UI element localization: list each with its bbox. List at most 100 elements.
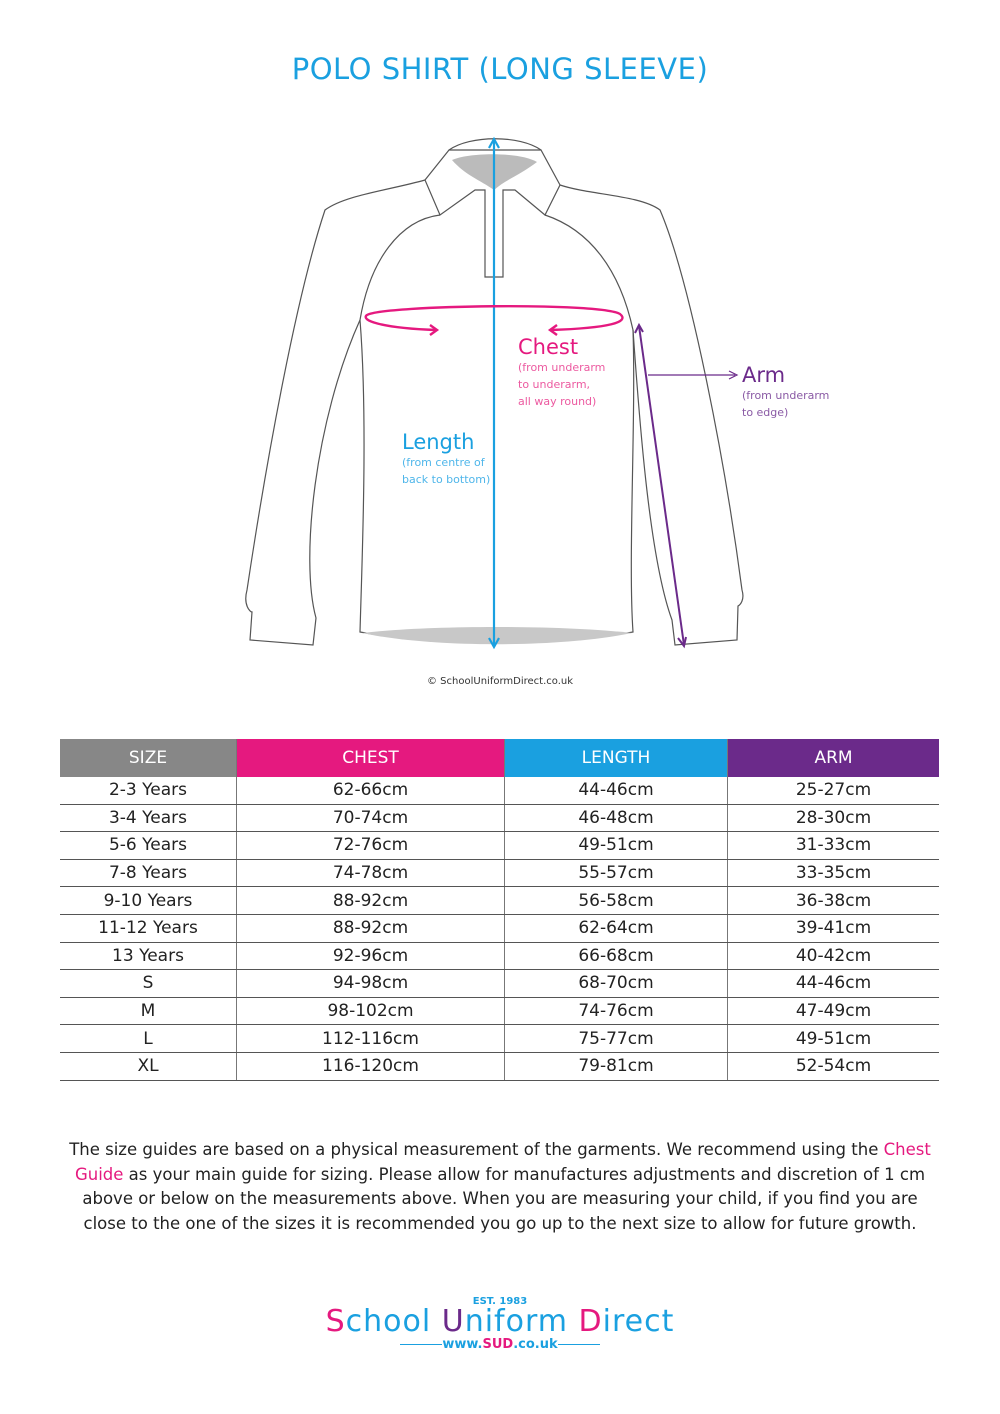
chest-guide-highlight: Chest Guide (74, 1140, 931, 1184)
length-desc: (from centre of back to bottom) (402, 454, 490, 488)
cell-chest: 94-98cm (236, 969, 505, 998)
cell-length: 74-76cm (504, 997, 728, 1026)
header-chest: CHEST (236, 739, 505, 777)
cell-size: L (60, 1024, 237, 1053)
cell-arm: 31-33cm (727, 831, 939, 860)
cell-arm: 25-27cm (727, 777, 939, 805)
cell-size: 5-6 Years (60, 831, 237, 860)
table-row: 3-4 Years 70-74cm 46-48cm 28-30cm (60, 804, 939, 833)
cell-length: 46-48cm (504, 804, 728, 833)
cell-arm: 36-38cm (727, 886, 939, 915)
cell-size: 3-4 Years (60, 804, 237, 833)
cell-length: 68-70cm (504, 969, 728, 998)
cell-size: 9-10 Years (60, 886, 237, 915)
hem-shadow (362, 627, 632, 645)
length-label: Length (from centre of back to bottom) (402, 430, 490, 488)
chest-arrow (364, 304, 624, 336)
cell-length: 79-81cm (504, 1052, 728, 1081)
logo-letter: S (325, 1304, 346, 1339)
cell-length: 55-57cm (504, 859, 728, 888)
logo-letter: D (578, 1304, 603, 1339)
logo-url-part: www. (442, 1337, 483, 1352)
cell-length: 62-64cm (504, 914, 728, 943)
cell-arm: 39-41cm (727, 914, 939, 943)
sizing-note: The size guides are based on a physical … (60, 1138, 940, 1236)
chest-label-title: Chest (518, 335, 579, 359)
size-table: SIZE CHEST LENGTH ARM 2-3 Years 62-66cm 44… (60, 739, 939, 1081)
logo-text: irect (602, 1304, 675, 1339)
cell-length: 49-51cm (504, 831, 728, 860)
cell-chest: 70-74cm (236, 804, 505, 833)
arm-label: Arm (from underarm to edge) (742, 363, 829, 421)
right-sleeve (544, 184, 744, 646)
cell-chest: 88-92cm (236, 886, 505, 915)
cell-arm: 40-42cm (727, 942, 939, 971)
chest-desc: (from underarm to underarm, all way roun… (518, 359, 605, 410)
arm-desc-line: (from underarm (742, 389, 830, 402)
cell-arm: 49-51cm (727, 1024, 939, 1053)
school-uniform-direct-logo: EST. 1983 School Uniform Direct www.SUD.… (0, 1296, 1000, 1352)
arm-label-title: Arm (742, 363, 786, 387)
table-row: 9-10 Years 88-92cm 56-58cm 36-38cm (60, 886, 939, 915)
note-text: as your main guide for sizing. Please al… (82, 1164, 926, 1233)
cell-length: 75-77cm (504, 1024, 728, 1053)
arm-desc-line: to edge) (742, 406, 789, 419)
arm-desc: (from underarm to edge) (742, 387, 829, 421)
cell-length: 66-68cm (504, 942, 728, 971)
cell-chest: 62-66cm (236, 777, 505, 805)
cell-chest: 72-76cm (236, 831, 505, 860)
cell-size: 2-3 Years (60, 777, 237, 805)
note-text: The size guides are based on a physical … (69, 1140, 884, 1159)
length-label-title: Length (402, 430, 475, 454)
cell-chest: 88-92cm (236, 914, 505, 943)
left-sleeve (245, 179, 441, 646)
table-row: L 112-116cm 75-77cm 49-51cm (60, 1024, 939, 1053)
table-row: 11-12 Years 88-92cm 62-64cm 39-41cm (60, 914, 939, 943)
cell-chest: 74-78cm (236, 859, 505, 888)
cell-arm: 33-35cm (727, 859, 939, 888)
header-size: SIZE (60, 739, 237, 777)
chest-label: Chest (from underarm to underarm, all wa… (518, 335, 605, 410)
table-row: M 98-102cm 74-76cm 47-49cm (60, 997, 939, 1026)
logo-text: chool (345, 1304, 442, 1339)
logo-text: niform (464, 1304, 579, 1339)
length-desc-line: (from centre of (402, 456, 485, 469)
cell-chest: 112-116cm (236, 1024, 505, 1053)
cell-size: 11-12 Years (60, 914, 237, 943)
table-row: 7-8 Years 74-78cm 55-57cm 33-35cm (60, 859, 939, 888)
cell-chest: 116-120cm (236, 1052, 505, 1081)
cell-chest: 92-96cm (236, 942, 505, 971)
table-row: S 94-98cm 68-70cm 44-46cm (60, 969, 939, 998)
cell-arm: 28-30cm (727, 804, 939, 833)
chest-desc-line: (from underarm (518, 361, 606, 374)
cell-length: 56-58cm (504, 886, 728, 915)
table-header-row: SIZE CHEST LENGTH ARM (60, 739, 939, 777)
table-row: 2-3 Years 62-66cm 44-46cm 25-27cm (60, 777, 939, 805)
header-arm: ARM (727, 739, 939, 777)
table-row: XL 116-120cm 79-81cm 52-54cm (60, 1052, 939, 1081)
header-length: LENGTH (504, 739, 728, 777)
logo-wordmark: School Uniform Direct (0, 1307, 1000, 1337)
cell-arm: 52-54cm (727, 1052, 939, 1081)
table-row: 13 Years 92-96cm 66-68cm 40-42cm (60, 942, 939, 971)
chest-desc-line: to underarm, (518, 378, 591, 391)
cell-chest: 98-102cm (236, 997, 505, 1026)
logo-letter: U (441, 1304, 465, 1339)
logo-url-part: .co.uk (513, 1337, 558, 1352)
cell-length: 44-46cm (504, 777, 728, 805)
cell-size: S (60, 969, 237, 998)
cell-size: M (60, 997, 237, 1026)
copyright: © SchoolUniformDirect.co.uk (427, 676, 573, 687)
page-title: POLO SHIRT (LONG SLEEVE) (291, 52, 709, 86)
arm-arrow (634, 322, 739, 649)
logo-url-part: SUD (482, 1337, 514, 1352)
cell-size: 13 Years (60, 942, 237, 971)
cell-size: 7-8 Years (60, 859, 237, 888)
table-row: 5-6 Years 72-76cm 49-51cm 31-33cm (60, 831, 939, 860)
cell-arm: 47-49cm (727, 997, 939, 1026)
shirt-diagram (245, 136, 744, 650)
length-arrow (488, 136, 500, 650)
cell-arm: 44-46cm (727, 969, 939, 998)
chest-desc-line: all way round) (518, 395, 597, 408)
